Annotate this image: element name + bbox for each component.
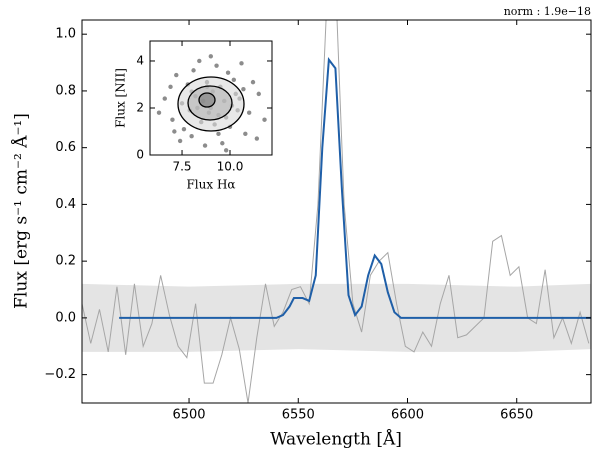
contour xyxy=(198,92,216,108)
y-axis-label: Flux [erg s⁻¹ cm⁻² Å⁻¹] xyxy=(11,113,32,309)
inset-overlay: Flux Hα Flux [NII] 7.5 10.0 0 2 4 xyxy=(114,40,273,192)
error-band xyxy=(82,283,591,352)
scatter-point xyxy=(243,131,248,137)
scatter-point xyxy=(216,131,221,137)
axes-frame xyxy=(81,19,592,404)
scatter-point xyxy=(181,126,187,132)
scatter-point xyxy=(262,117,267,122)
model-line xyxy=(119,57,591,319)
scatter-point xyxy=(241,86,246,92)
scatter-point xyxy=(189,133,194,139)
scatter-point xyxy=(246,110,252,115)
inset-x-label: Flux Hα xyxy=(186,178,235,192)
x-tick-label: 7.5 xyxy=(172,160,191,174)
y-tick-label: 4 xyxy=(136,53,144,67)
scatter-point xyxy=(202,143,208,148)
scatter-point xyxy=(170,117,175,122)
y-tick-label: −0.2 xyxy=(44,367,76,382)
x-tick-label: 6550 xyxy=(282,408,315,423)
scatter-point xyxy=(208,54,214,59)
inset-y-label: Flux [NII] xyxy=(114,68,128,128)
scatter-point xyxy=(168,84,173,90)
scatter-point xyxy=(214,63,219,68)
data-line xyxy=(82,20,590,403)
scatter-point xyxy=(254,136,260,141)
scatter-point xyxy=(231,77,237,82)
scatter-point xyxy=(177,138,183,144)
y-tick-label: 0.0 xyxy=(55,310,76,325)
y-tick-label: 0.8 xyxy=(55,83,76,98)
scatter-point xyxy=(225,70,231,75)
scatter-point xyxy=(239,61,244,66)
scatter-point xyxy=(162,96,167,101)
scatter-point xyxy=(220,141,225,146)
axes: 6500 6550 6600 6650 −0.2 0.0 0.2 0.4 0.6 0.8 1.0 xyxy=(44,20,591,423)
scatter-point xyxy=(223,148,229,153)
x-tick-label: 6500 xyxy=(172,408,205,423)
x-tick-label: 6650 xyxy=(500,408,533,423)
scatter-point xyxy=(172,129,177,134)
plot-area xyxy=(82,20,591,403)
y-tick-label: 0.6 xyxy=(55,140,76,155)
x-tick-label: 6600 xyxy=(391,408,424,423)
y-tick-label: 0.2 xyxy=(55,254,76,269)
scatter-point xyxy=(197,58,202,64)
y-tick-label: 0.4 xyxy=(55,197,76,212)
annotation: norm : 1.9e−18 xyxy=(504,5,591,18)
scatter-point xyxy=(256,91,261,97)
scatter-point xyxy=(250,79,256,85)
inset-frame xyxy=(149,40,273,156)
scatter-point xyxy=(174,72,179,78)
x-tick-label: 10.0 xyxy=(217,160,244,174)
scatter-point xyxy=(191,68,196,73)
y-tick-label: 1.0 xyxy=(55,27,76,42)
y-tick-label: 0 xyxy=(136,148,144,162)
scatter-point xyxy=(156,110,162,115)
x-axis-label: Wavelength [Å] xyxy=(270,429,402,450)
y-tick-label: 2 xyxy=(136,100,144,114)
